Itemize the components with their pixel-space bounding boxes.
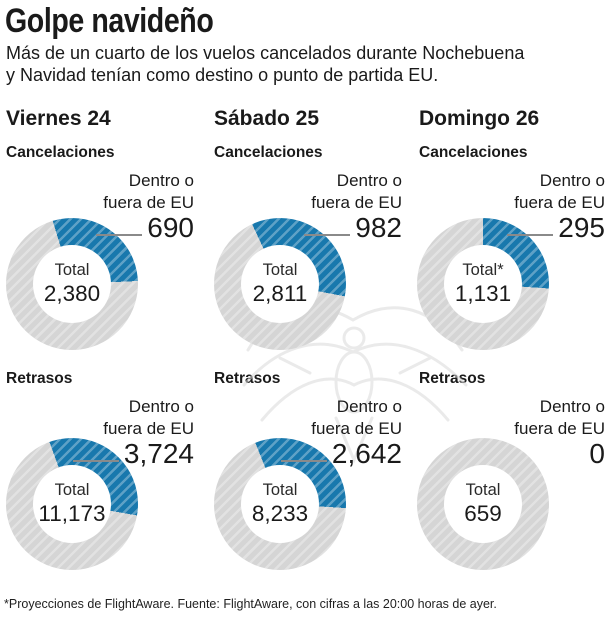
subtitle-line-1: Más de un cuarto de los vuelos cancelado… bbox=[6, 43, 525, 63]
row-label-cancelaciones: Cancelaciones bbox=[419, 144, 528, 161]
annotation: Dentro o fuera de EU 982 bbox=[304, 170, 402, 242]
column-header-viernes-24: Viernes 24 bbox=[6, 107, 111, 130]
donut-center: Total 2,811 bbox=[241, 245, 319, 323]
series-label-line2: fuera de EU bbox=[514, 192, 605, 212]
series-label-line1: Dentro o bbox=[128, 171, 194, 190]
total-label: Total bbox=[54, 481, 90, 500]
total-value: 2,811 bbox=[252, 281, 308, 307]
donut-cell-viernes-retrasos: Dentro o fuera de EU 3,724 Total 11,173 bbox=[6, 396, 194, 578]
total-label: Total bbox=[465, 481, 501, 500]
series-label-line1: Dentro o bbox=[128, 397, 194, 416]
row-label-retrasos: Retrasos bbox=[214, 370, 281, 387]
total-value: 659 bbox=[464, 501, 502, 527]
donut-cell-sabado-retrasos: Dentro o fuera de EU 2,642 Total 8,233 bbox=[214, 396, 402, 578]
source-note: *Proyecciones de FlightAware. Fuente: Fl… bbox=[4, 597, 497, 611]
donut-chart: Total 2,380 bbox=[6, 218, 138, 350]
leader-line bbox=[96, 234, 143, 236]
series-value: 295 bbox=[558, 211, 605, 243]
series-label-line2: fuera de EU bbox=[103, 192, 194, 212]
total-label: Total bbox=[262, 481, 298, 500]
donut-center: Total* 1,131 bbox=[444, 245, 522, 323]
donut-center: Total 659 bbox=[444, 465, 522, 543]
column-header-domingo-26: Domingo 26 bbox=[419, 107, 540, 130]
page-title: Golpe navideño bbox=[5, 2, 253, 41]
annotation: Dentro o fuera de EU 3,724 bbox=[72, 396, 194, 469]
series-label-line2: fuera de EU bbox=[514, 418, 605, 438]
series-label-line1: Dentro o bbox=[336, 171, 402, 190]
series-label-line2: fuera de EU bbox=[311, 418, 402, 438]
donut-cell-sabado-cancelaciones: Dentro o fuera de EU 982 Total 2,811 bbox=[214, 170, 402, 352]
total-value: 8,233 bbox=[251, 501, 309, 527]
page-title-text: Golpe navideño bbox=[5, 2, 214, 40]
annotation: Dentro o fuera de EU 2,642 bbox=[280, 396, 402, 469]
series-label-line1: Dentro o bbox=[539, 171, 605, 190]
series-label-line1: Dentro o bbox=[539, 397, 605, 416]
annotation: Dentro o fuera de EU 0 bbox=[514, 396, 605, 468]
total-value: 1,131 bbox=[454, 281, 512, 307]
value-row: 3,724 bbox=[72, 437, 194, 469]
row-label-retrasos: Retrasos bbox=[419, 370, 486, 387]
donut-cell-domingo-retrasos: Dentro o fuera de EU 0 Total 659 bbox=[417, 396, 605, 578]
series-value: 3,724 bbox=[123, 437, 194, 469]
total-label: Total bbox=[54, 261, 90, 280]
row-label-retrasos: Retrasos bbox=[6, 370, 73, 387]
donut-chart: Total* 1,131 bbox=[417, 218, 549, 350]
series-value: 0 bbox=[589, 437, 605, 469]
value-row: 690 bbox=[96, 211, 194, 243]
value-row: 0 bbox=[514, 437, 605, 469]
leader-line bbox=[507, 234, 554, 236]
annotation: Dentro o fuera de EU 295 bbox=[507, 170, 605, 242]
annotation: Dentro o fuera de EU 690 bbox=[96, 170, 194, 242]
donut-cell-domingo-cancelaciones: Dentro o fuera de EU 295 Total* 1,131 bbox=[417, 170, 605, 352]
total-value: 2,380 bbox=[43, 281, 101, 307]
series-label-line2: fuera de EU bbox=[311, 192, 402, 212]
series-label-line2: fuera de EU bbox=[103, 418, 194, 438]
column-header-sabado-25: Sábado 25 bbox=[214, 107, 320, 130]
value-row: 295 bbox=[507, 211, 605, 243]
total-label: Total* bbox=[462, 261, 504, 280]
donut-center: Total 2,380 bbox=[33, 245, 111, 323]
leader-line bbox=[72, 460, 119, 462]
donut-chart: Total 2,811 bbox=[214, 218, 346, 350]
row-label-cancelaciones: Cancelaciones bbox=[6, 144, 115, 161]
series-value: 690 bbox=[147, 211, 194, 243]
value-row: 982 bbox=[304, 211, 402, 243]
donut-center: Total 11,173 bbox=[33, 465, 111, 543]
leader-line bbox=[304, 234, 351, 236]
leader-line bbox=[280, 460, 327, 462]
total-value: 11,173 bbox=[38, 501, 106, 527]
subtitle-line-2: y Navidad tenían como destino o punto de… bbox=[6, 65, 439, 86]
row-label-cancelaciones: Cancelaciones bbox=[214, 144, 323, 161]
subtitle: Más de un cuarto de los vuelos cancelado… bbox=[6, 42, 524, 87]
series-value: 2,642 bbox=[331, 437, 402, 469]
series-label-line1: Dentro o bbox=[336, 397, 402, 416]
donut-chart: Total 659 bbox=[417, 438, 549, 570]
value-row: 2,642 bbox=[280, 437, 402, 469]
donut-center: Total 8,233 bbox=[241, 465, 319, 543]
total-label: Total bbox=[262, 261, 298, 280]
donut-cell-viernes-cancelaciones: Dentro o fuera de EU 690 Total 2,380 bbox=[6, 170, 194, 352]
series-value: 982 bbox=[355, 211, 402, 243]
